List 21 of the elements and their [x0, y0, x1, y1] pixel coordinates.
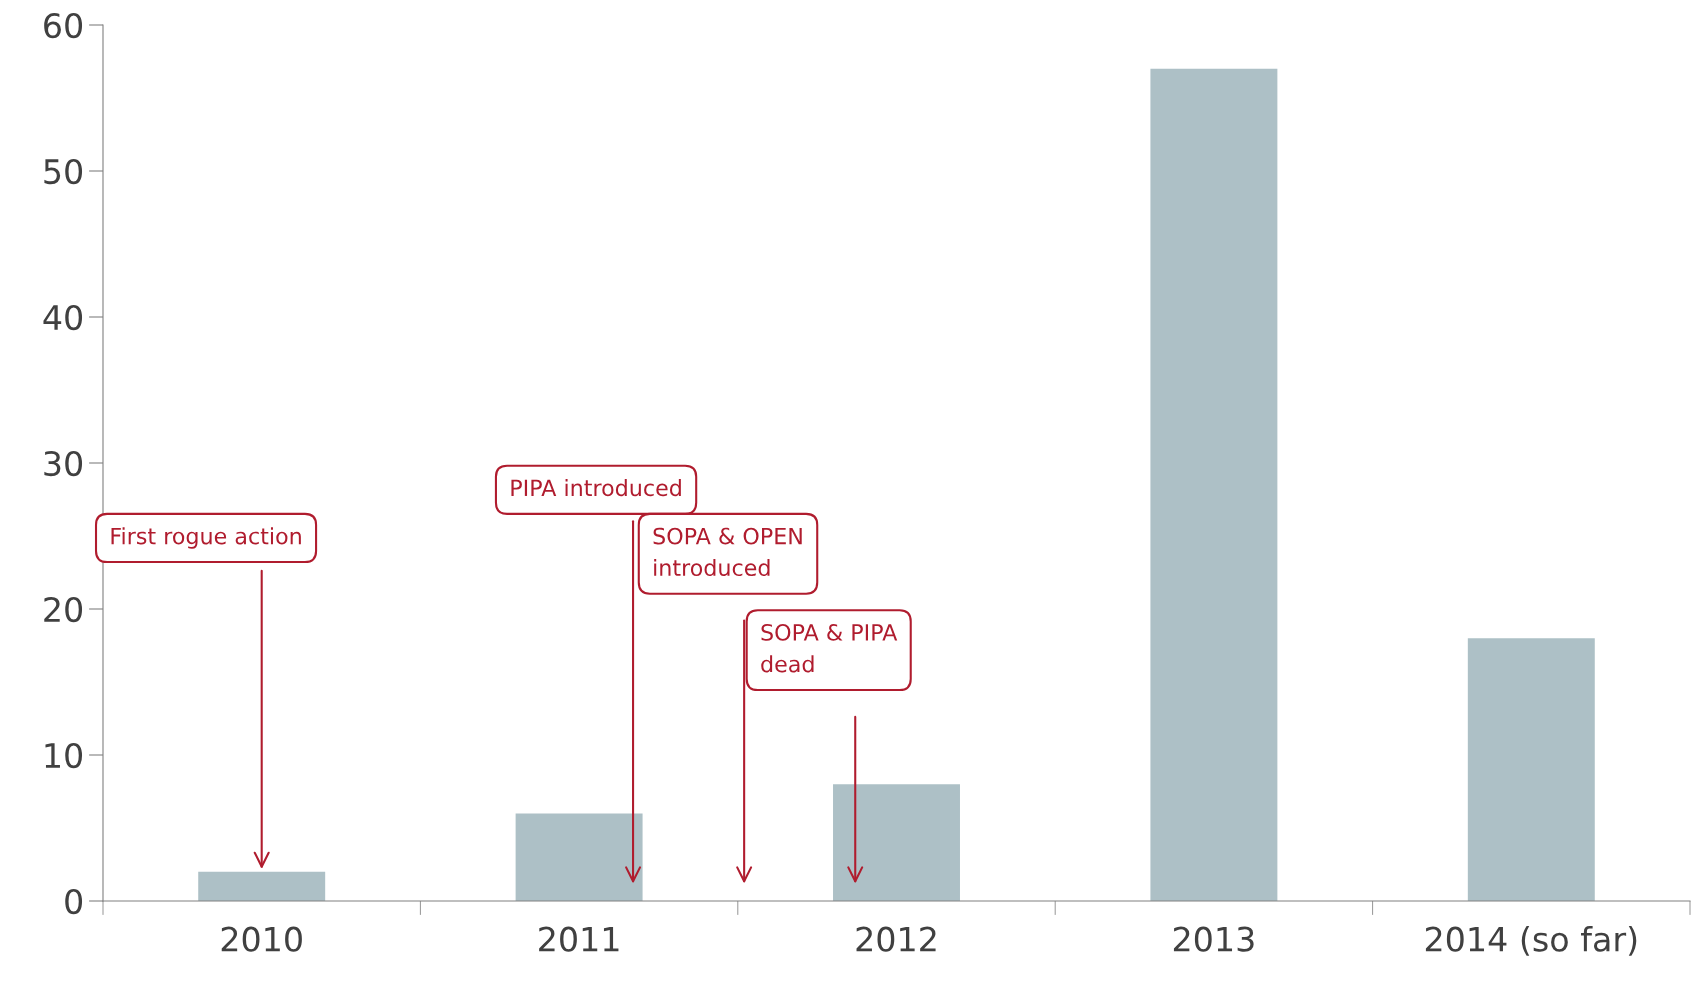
x-tick-label: 2010 — [221, 926, 302, 952]
y-tick-label: 0 — [65, 888, 83, 915]
bar — [515, 813, 643, 901]
bar — [1150, 68, 1278, 901]
bar — [198, 871, 326, 901]
annotation: First rogue action — [111, 527, 301, 549]
y-tick-label: 20 — [44, 596, 83, 623]
x-tick-label: 2014 (so far) — [1425, 926, 1637, 956]
bar — [1467, 638, 1595, 901]
y-tick-label: 30 — [44, 450, 83, 477]
y-tick-label: 60 — [44, 12, 83, 39]
annotation: SOPA & OPEN introduced — [653, 527, 802, 577]
x-tick-label: 2012 — [856, 926, 936, 952]
annotation: PIPA introduced — [511, 479, 681, 497]
y-tick-label: 10 — [45, 742, 83, 769]
annotation: SOPA & PIPA dead — [761, 623, 898, 673]
y-tick-label: 50 — [44, 158, 83, 185]
x-tick-label: 2011 — [539, 926, 619, 952]
x-tick-label: 2013 — [1173, 926, 1254, 952]
bar — [833, 784, 960, 901]
y-tick-label: 40 — [43, 304, 83, 331]
